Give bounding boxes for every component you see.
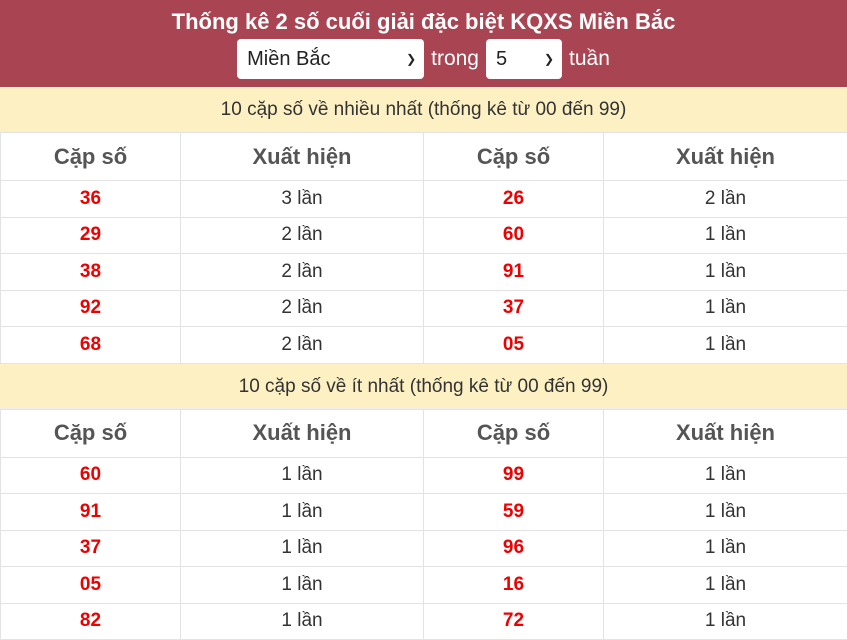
chevron-down-icon: ❯ [544,52,554,66]
occurrence-count: 1 lần [604,254,847,291]
column-header: Cặp số [424,409,604,457]
number-pair: 96 [424,530,604,567]
number-pair: 82 [1,603,181,640]
occurrence-count: 1 lần [604,494,847,531]
weeks-select[interactable]: 5❯ [486,39,562,79]
number-pair: 16 [424,567,604,604]
occurrence-count: 1 lần [181,457,424,494]
occurrence-count: 3 lần [181,181,424,218]
column-header: Cặp số [1,409,181,457]
column-header: Xuất hiện [181,133,424,181]
occurrence-count: 1 lần [604,327,847,364]
occurrence-count: 1 lần [604,457,847,494]
most-section-title: 10 cặp số về nhiều nhất (thống kê từ 00 … [0,87,847,132]
column-header: Xuất hiện [181,409,424,457]
region-value: Miền Bắc [247,48,330,71]
column-header: Xuất hiện [604,409,847,457]
column-header: Cặp số [424,133,604,181]
occurrence-count: 1 lần [181,494,424,531]
number-pair: 68 [1,327,181,364]
page-title: Thống kê 2 số cuối giải đặc biệt KQXS Mi… [0,9,847,35]
column-header: Cặp số [1,133,181,181]
number-pair: 29 [1,217,181,254]
occurrence-count: 2 lần [604,181,847,218]
number-pair: 37 [1,530,181,567]
number-pair: 36 [1,181,181,218]
occurrence-count: 2 lần [181,290,424,327]
number-pair: 26 [424,181,604,218]
occurrence-count: 1 lần [604,217,847,254]
number-pair: 60 [424,217,604,254]
number-pair: 92 [1,290,181,327]
occurrence-count: 1 lần [181,603,424,640]
number-pair: 05 [424,327,604,364]
number-pair: 72 [424,603,604,640]
number-pair: 38 [1,254,181,291]
occurrence-count: 1 lần [181,567,424,604]
occurrence-count: 2 lần [181,217,424,254]
least-section-title: 10 cặp số về ít nhất (thống kê từ 00 đến… [0,364,847,409]
region-select[interactable]: Miền Bắc ❯ [237,39,424,79]
number-pair: 60 [1,457,181,494]
weeks-value: 5 [496,48,507,71]
column-header: Xuất hiện [604,133,847,181]
occurrence-count: 1 lần [604,603,847,640]
occurrence-count: 1 lần [604,290,847,327]
occurrence-count: 2 lần [181,327,424,364]
occurrence-count: 1 lần [181,530,424,567]
occurrence-count: 2 lần [181,254,424,291]
weeks-unit: tuần [569,47,610,71]
in-label: trong [431,47,479,71]
occurrence-count: 1 lần [604,567,847,604]
occurrence-count: 1 lần [604,530,847,567]
number-pair: 59 [424,494,604,531]
chevron-down-icon: ❯ [406,52,416,66]
number-pair: 91 [424,254,604,291]
number-pair: 37 [424,290,604,327]
number-pair: 05 [1,567,181,604]
header: Thống kê 2 số cuối giải đặc biệt KQXS Mi… [0,0,847,87]
number-pair: 99 [424,457,604,494]
number-pair: 91 [1,494,181,531]
